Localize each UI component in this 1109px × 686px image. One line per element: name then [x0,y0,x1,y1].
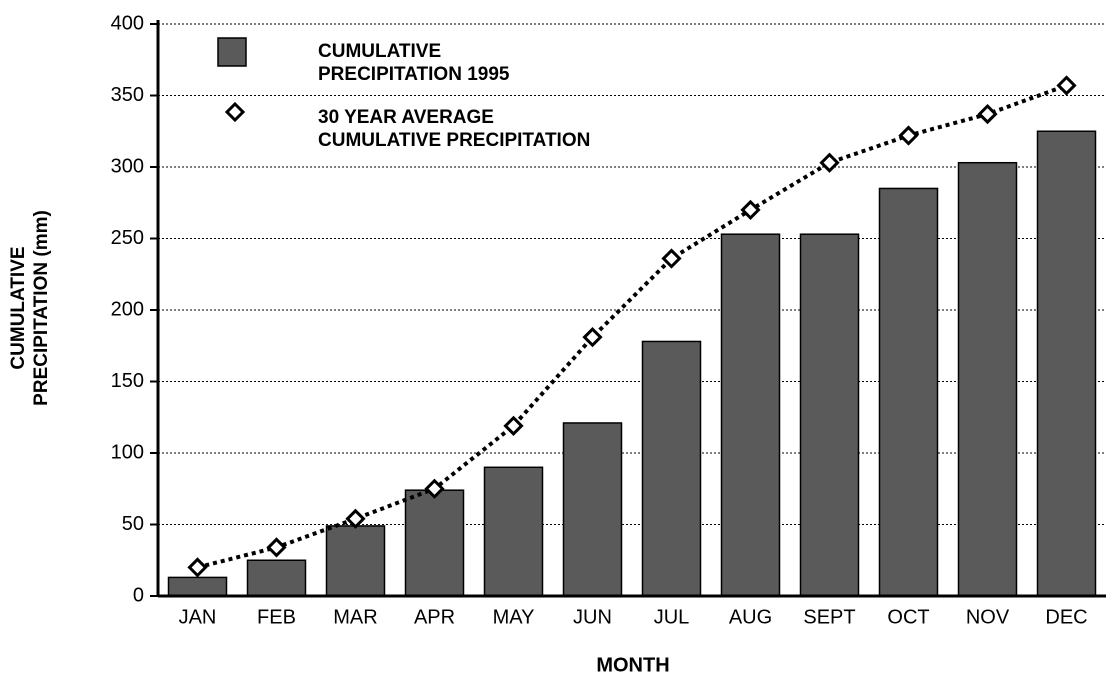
y-tick-label: 150 [111,370,144,392]
y-tick-label: 300 [111,155,144,177]
y-tick-label: 50 [122,513,144,535]
x-tick-label: MAY [493,606,535,628]
x-tick-label: JUN [573,606,612,628]
line-marker [187,557,208,578]
y-tick-label: 250 [111,227,144,249]
y-tick-label: 100 [111,441,144,463]
x-tick-label: MAR [333,606,377,628]
bar [246,559,307,597]
line-marker [266,537,287,558]
line-marker [740,199,761,221]
bar [957,161,1018,597]
x-tick-label: AUG [729,606,772,628]
bar [325,525,386,597]
x-tick-label: SEPT [803,606,855,628]
bar [404,489,465,597]
line-marker [345,508,366,529]
bar [167,576,228,597]
bar [1036,130,1097,597]
y-tick-label: 200 [111,298,144,320]
x-tick-label: NOV [966,606,1010,628]
line-marker [503,415,524,436]
y-tick-label: 400 [111,12,144,34]
x-tick-label: DEC [1045,606,1087,628]
legend-swatch [224,101,246,123]
bar [720,233,781,597]
legend-swatch [217,37,247,67]
y-axis-label: CUMULATIVE PRECIPITATION (mm) [8,210,52,406]
line-marker [898,125,919,146]
line-marker [582,327,603,348]
line-marker [819,152,840,173]
line-marker [424,478,445,499]
bar [878,187,939,597]
y-tick-label: 350 [111,84,144,106]
legend-label: 30 YEAR AVERAGE CUMULATIVE PRECIPITATION [318,107,591,151]
bar [483,466,544,597]
x-tick-label: FEB [257,606,296,628]
bar [562,422,623,597]
line-marker [661,248,682,269]
line-marker [977,103,998,125]
bar [641,340,702,597]
line-marker [1056,75,1077,96]
x-tick-label: APR [414,606,455,628]
x-tick-label: JUL [654,606,690,628]
bar [799,233,860,597]
x-tick-label: OCT [887,606,929,628]
y-tick-label: 0 [133,584,144,606]
x-tick-label: JAN [179,606,217,628]
x-axis-label: MONTH [596,654,669,676]
legend-label: CUMULATIVE PRECIPITATION 1995 [318,41,510,85]
